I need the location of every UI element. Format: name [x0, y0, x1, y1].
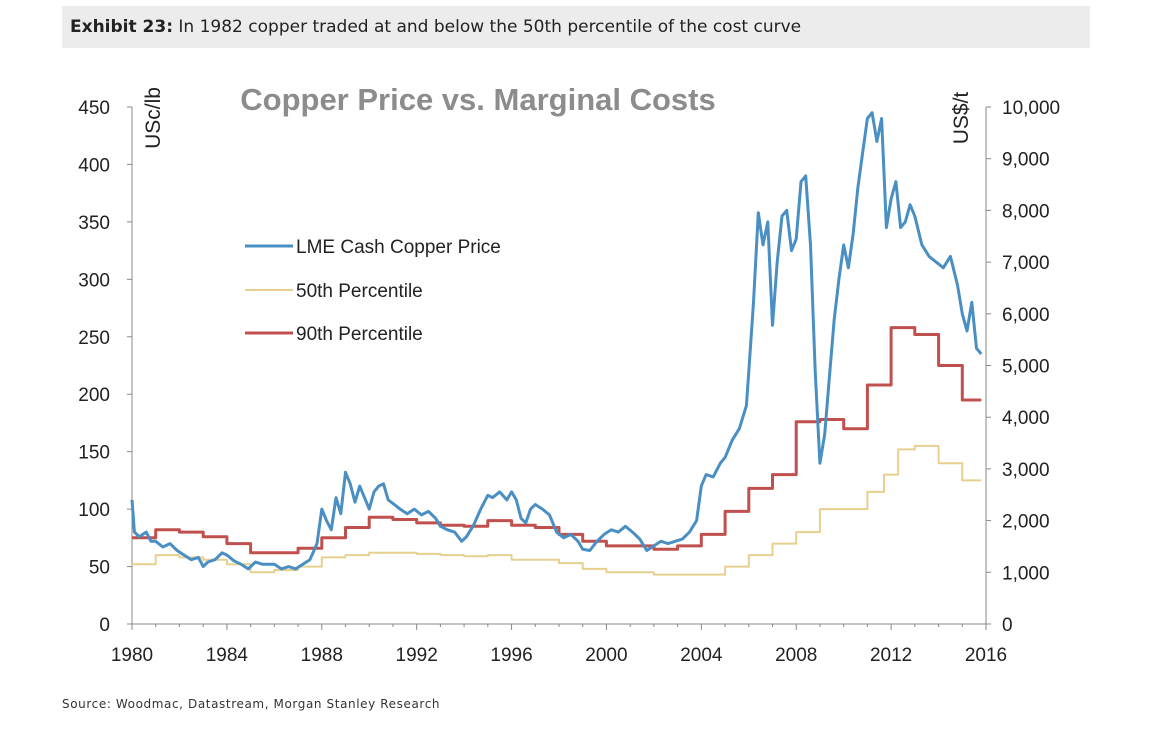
y-left-tick-label: 200	[78, 385, 110, 406]
source-note: Source: Woodmac, Datastream, Morgan Stan…	[62, 697, 441, 711]
x-tick-label: 2016	[965, 645, 1007, 666]
y-right-tick-label: 9,000	[1002, 150, 1050, 171]
x-tick-label: 1992	[396, 645, 438, 666]
y-left-tick-label: 400	[78, 155, 110, 176]
x-tick-label: 1988	[301, 645, 343, 666]
series-line-50th-percentile	[132, 444, 982, 576]
y-left-tick-label: 300	[78, 270, 110, 291]
exhibit-label: Exhibit 23:	[70, 17, 174, 37]
x-tick-label: 2000	[585, 645, 627, 666]
y-right-tick-label: 10,000	[1002, 98, 1060, 119]
legend-label: 90th Percentile	[296, 324, 423, 345]
y-left-tick-label: 450	[78, 98, 110, 119]
exhibit-text: In 1982 copper traded at and below the 5…	[178, 17, 802, 37]
series-line-90th-percentile	[132, 326, 982, 555]
y-right-tick-label: 4,000	[1002, 408, 1050, 429]
chart-axes: 0 50 100 150 200 250 300 350 400 450 0 1,000 2,000 3,…	[78, 98, 1060, 666]
y-left-tick-label: 50	[89, 558, 110, 579]
exhibit-header: Exhibit 23: In 1982 copper traded at and…	[62, 6, 1090, 48]
legend-label: LME Cash Copper Price	[296, 237, 501, 258]
y-left-tick-label: 0	[99, 615, 110, 636]
series-line-lme-cash-copper-price	[130, 111, 983, 571]
y-right-tick-label: 2,000	[1002, 512, 1050, 533]
y-left-tick-label: 150	[78, 443, 110, 464]
y-left-unit: USc/lb	[142, 87, 165, 149]
x-tick-label: 2004	[680, 645, 723, 666]
y-right-tick-label: 8,000	[1002, 201, 1050, 222]
chart-legend: LME Cash Copper Price 50th Percentile 90th…	[245, 237, 501, 345]
y-right-tick-label: 3,000	[1002, 460, 1050, 481]
y-left-tick-label: 100	[78, 500, 110, 521]
y-right-tick-label: 1,000	[1002, 563, 1050, 584]
y-left-tick-label: 250	[78, 328, 110, 349]
exhibit-title: Exhibit 23: In 1982 copper traded at and…	[70, 17, 801, 37]
y-right-tick-label: 0	[1002, 615, 1013, 636]
chart-series	[130, 111, 983, 576]
x-tick-label: 2012	[870, 645, 912, 666]
y-right-tick-label: 5,000	[1002, 357, 1050, 378]
x-tick-label: 1984	[206, 645, 249, 666]
y-right-unit: US$/t	[950, 92, 973, 145]
x-tick-label: 1996	[490, 645, 532, 666]
x-tick-label: 2008	[775, 645, 817, 666]
legend-label: 50th Percentile	[296, 281, 423, 302]
y-right-tick-label: 7,000	[1002, 253, 1050, 274]
y-left-tick-label: 350	[78, 213, 110, 234]
x-tick-label: 1980	[111, 645, 153, 666]
y-right-tick-label: 6,000	[1002, 305, 1050, 326]
chart-title: Copper Price vs. Marginal Costs	[240, 82, 715, 117]
